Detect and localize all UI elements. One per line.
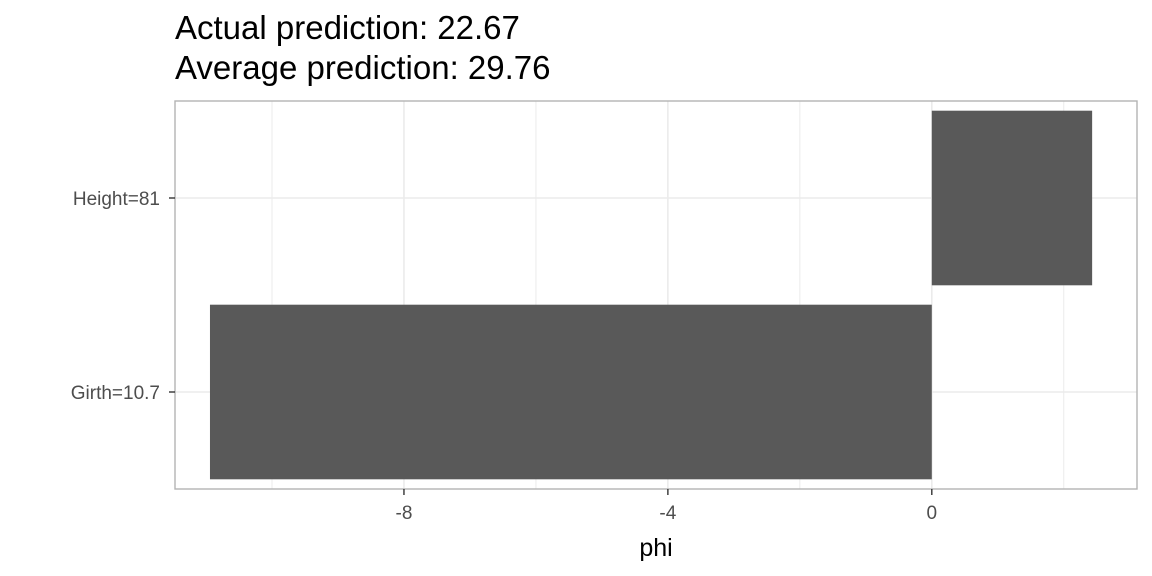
x-tick-label: 0 <box>927 503 938 524</box>
bars <box>209 110 1093 480</box>
x-tick-label: -4 <box>659 503 676 524</box>
chart-title-line-1: Actual prediction: 22.67 <box>175 9 520 46</box>
x-axis-title: phi <box>639 534 672 562</box>
bar-girth-10-7 <box>209 304 932 480</box>
y-tick-label: Height=81 <box>73 189 160 210</box>
y-axis-tick-labels: Height=81 Girth=10.7 <box>71 189 160 404</box>
bar-height-81 <box>931 110 1093 286</box>
panel-border <box>174 100 1138 490</box>
axis-ticks <box>169 197 933 495</box>
x-tick-label: -8 <box>396 503 413 524</box>
y-tick-label: Girth=10.7 <box>71 383 160 404</box>
x-axis-tick-labels: -8 -4 0 <box>396 503 938 524</box>
chart-title-line-2: Average prediction: 29.76 <box>175 49 551 86</box>
